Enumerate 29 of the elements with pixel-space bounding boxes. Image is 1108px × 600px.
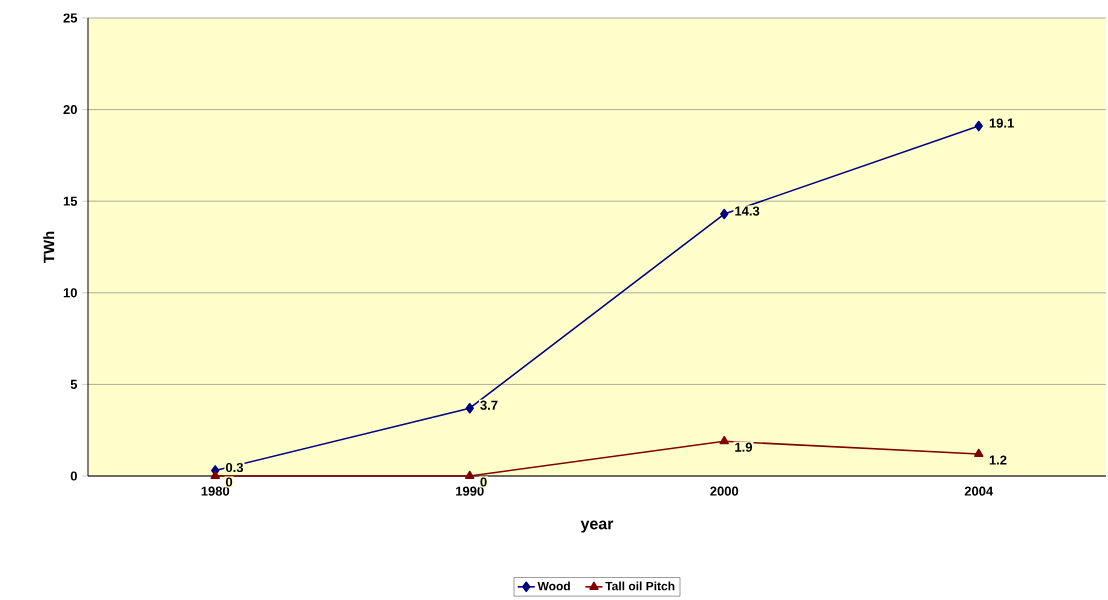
data-label: 19.1 xyxy=(989,118,1014,128)
data-label: 0 xyxy=(480,477,487,487)
point xyxy=(210,470,220,480)
point xyxy=(719,435,729,445)
x-tick-label: 1990 xyxy=(456,486,484,496)
data-label: 1.2 xyxy=(989,455,1007,465)
data-label: 3.7 xyxy=(480,400,498,410)
data-label: 1.9 xyxy=(735,442,753,452)
data-label: 0 xyxy=(225,477,233,487)
y-tick-label: 20 xyxy=(63,104,77,115)
y-tick-label: 15 xyxy=(63,196,78,206)
point xyxy=(720,208,729,220)
y-axis-title: TWh xyxy=(43,231,55,264)
x-tick-label: 1980 xyxy=(201,486,230,496)
point xyxy=(974,448,984,458)
y-tick-label: 0 xyxy=(70,471,77,481)
y-tick-label: 25 xyxy=(63,13,78,23)
data-label: 0.3 xyxy=(225,462,244,473)
y-tick-label: 10 xyxy=(63,288,77,298)
x-tick-label: 2004 xyxy=(964,486,994,496)
legend-label: Wood xyxy=(537,581,570,591)
y-tick-label: 5 xyxy=(70,379,78,389)
point xyxy=(465,402,474,414)
legend-label: Tall oil Pitch xyxy=(605,581,675,591)
point xyxy=(465,470,475,480)
x-tick-label: 2000 xyxy=(710,486,739,496)
data-label: 14.3 xyxy=(735,206,760,216)
point xyxy=(974,120,983,132)
x-axis-title: year xyxy=(580,520,614,533)
